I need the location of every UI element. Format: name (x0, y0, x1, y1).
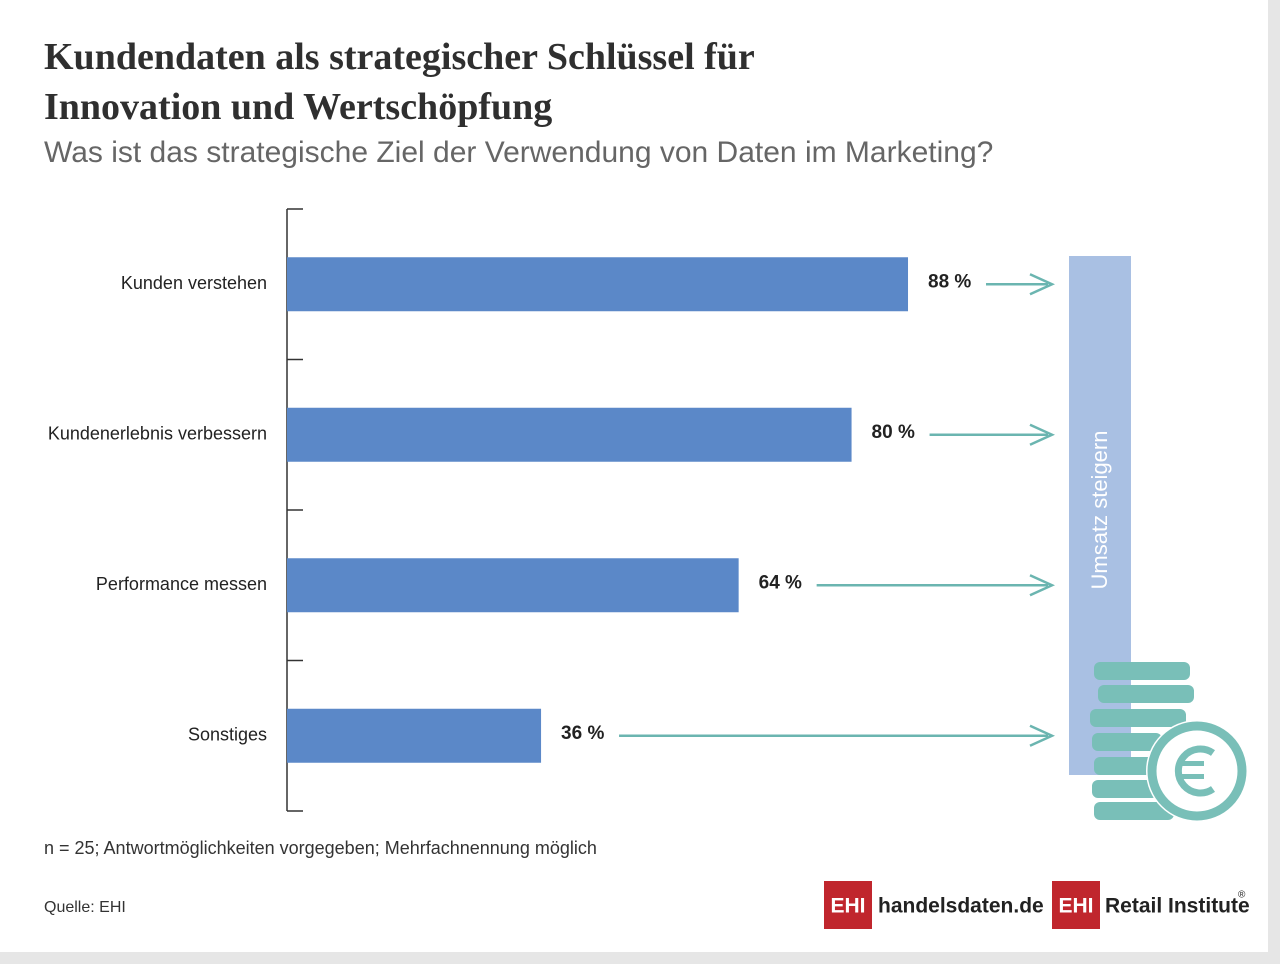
category-label: Performance messen (96, 574, 267, 594)
chart-title: Kundendaten als strategischer Schlüssel … (44, 36, 755, 128)
value-label: 64 % (759, 572, 802, 593)
logo-institute: Retail Institute (1105, 895, 1250, 918)
logo-site: handelsdaten.de (878, 895, 1044, 918)
value-label: 80 % (872, 422, 915, 443)
chart: Umsatz steigern EHI handelsdaten.de EHI … (48, 208, 1250, 929)
panel (0, 0, 1268, 952)
logo-text: EHI (830, 895, 865, 918)
arrow-head (1029, 423, 1056, 446)
goal-label: Umsatz steigern (1087, 431, 1112, 590)
bar (287, 708, 542, 763)
category-label: Kundenerlebnis verbessern (48, 424, 267, 444)
value-label: 36 % (561, 723, 604, 744)
category-label: Sonstiges (188, 725, 267, 745)
bar (287, 407, 852, 462)
bar (287, 257, 909, 312)
coins-icon (1090, 662, 1248, 822)
logo-box (824, 881, 872, 929)
category-label: Kunden verstehen (121, 273, 267, 293)
chart-subtitle: Was ist das strategische Ziel der Verwen… (44, 136, 994, 169)
source: Quelle: EHI (44, 899, 126, 916)
registered-mark: ® (1238, 890, 1246, 901)
footnote: n = 25; Antwortmöglichkeiten vorgegeben;… (44, 838, 597, 858)
arrow-head (1029, 574, 1056, 597)
arrow-head (1029, 724, 1056, 747)
value-label: 88 % (928, 271, 971, 292)
logo-text: EHI (1058, 895, 1093, 918)
arrow-head (1029, 273, 1056, 296)
logo-box (1052, 881, 1100, 929)
bar (287, 558, 739, 613)
